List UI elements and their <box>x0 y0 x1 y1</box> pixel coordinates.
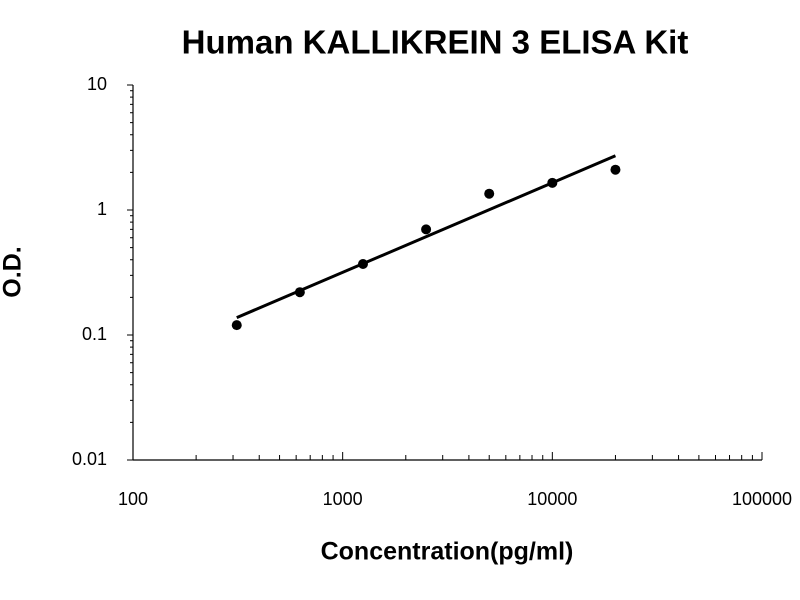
x-tick-label: 100 <box>118 489 148 509</box>
x-axis-label: Concentration(pg/ml) <box>321 538 574 566</box>
y-tick-label: 1 <box>97 199 107 219</box>
data-point <box>294 287 305 298</box>
data-point <box>547 177 558 188</box>
chart-title: Human KALLIKREIN 3 ELISA Kit <box>182 24 689 61</box>
x-tick-label: 10000 <box>527 489 577 509</box>
data-point <box>610 164 621 175</box>
data-point <box>421 224 432 235</box>
y-tick-label: 10 <box>87 74 107 94</box>
y-tick-label: 0.1 <box>82 324 107 344</box>
y-axis-label: O.D. <box>0 246 27 297</box>
data-point <box>484 188 495 199</box>
trend-line <box>236 154 617 319</box>
x-tick-label: 1000 <box>323 489 363 509</box>
data-point <box>231 320 242 331</box>
data-point <box>357 258 368 269</box>
x-tick-label: 100000 <box>732 489 792 509</box>
y-tick-label: 0.01 <box>72 449 107 469</box>
